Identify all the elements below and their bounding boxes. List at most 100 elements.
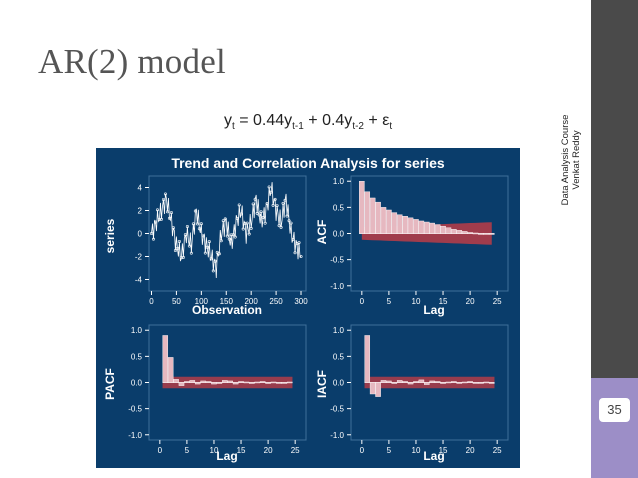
eq-epsilon: + ε: [363, 112, 390, 129]
acf-ytick-label: 0.5: [333, 203, 345, 212]
series-point: [173, 248, 177, 252]
course-credit: Data Analysis Course Venkat Reddy: [560, 100, 582, 220]
eq-t1-sub: t-1: [292, 121, 304, 133]
series-ytick-label: 0: [138, 230, 143, 239]
iacf-bar: [418, 379, 425, 383]
iacf-bar: [402, 381, 408, 383]
trend-correlation-figure: Trend and Correlation Analysis for serie…: [96, 148, 520, 468]
pacf-bar: [205, 381, 212, 383]
series-point: [263, 221, 267, 225]
series-point: [289, 221, 293, 225]
acf-bar: [467, 232, 473, 234]
iacf-panel: IACF Lag 1.0 0.5 0.0 -0.5 -1.0 0 5 10 15 20 25: [315, 324, 509, 463]
series-point: [189, 251, 193, 255]
series-point: [201, 234, 205, 238]
series-point: [149, 232, 153, 236]
acf-bar: [391, 212, 398, 234]
series-point: [269, 190, 273, 194]
iacf-bar: [375, 382, 381, 397]
series-point: [261, 216, 265, 220]
series-point: [193, 209, 197, 213]
series-point: [225, 234, 229, 238]
iacf-xtick-label: 10: [412, 446, 421, 455]
series-point: [157, 218, 161, 222]
iacf-xtick-label: 5: [387, 446, 392, 455]
page-number: 35: [598, 397, 631, 423]
author-name: Venkat Reddy: [571, 130, 582, 190]
series-ytick-label: 2: [138, 207, 143, 216]
iacf-bar: [434, 381, 441, 383]
series-point: [287, 219, 291, 223]
iacf-bar: [424, 382, 430, 385]
series-point: [159, 217, 163, 221]
pacf-bar: [265, 382, 271, 384]
series-point: [231, 233, 235, 237]
iacf-xtick-label: 0: [360, 446, 365, 455]
pacf-bar: [173, 379, 179, 383]
pacf-bar: [189, 380, 196, 383]
iacf-xtick-label: 20: [466, 446, 475, 455]
series-point: [211, 269, 215, 273]
iacf-ytick-label: -0.5: [330, 405, 344, 414]
series-point: [213, 259, 217, 263]
series-point: [255, 211, 259, 215]
iacf-bar: [467, 381, 473, 383]
series-point: [207, 240, 211, 244]
series-ylabel: series: [103, 218, 117, 253]
series-panel: series Observation 4 2 0 -2 -4 0 50 100 150 200 2…: [103, 175, 308, 317]
iacf-ylabel: IACF: [315, 370, 329, 398]
eq-eps-sub: t: [389, 121, 393, 133]
series-point: [235, 216, 239, 220]
pacf-bar: [232, 382, 239, 385]
series-point: [249, 226, 253, 230]
acf-bar: [396, 214, 403, 234]
iacf-bar: [364, 335, 371, 383]
acf-bar: [483, 233, 490, 235]
figure-title: Trend and Correlation Analysis for serie…: [171, 155, 445, 171]
series-point: [197, 227, 201, 231]
series-point: [155, 208, 159, 212]
series-point: [223, 217, 227, 221]
eq-coef2: + 0.4y: [303, 112, 353, 129]
side-strip-accent: [591, 378, 638, 478]
series-ytick-label: -4: [135, 276, 143, 285]
series-point: [241, 227, 245, 231]
series-point: [151, 237, 155, 241]
series-point: [153, 220, 157, 224]
pacf-bar: [259, 381, 266, 383]
series-xtick-label: 200: [244, 297, 258, 306]
series-point: [243, 221, 247, 225]
iacf-bar: [478, 382, 484, 384]
acf-bar: [418, 220, 425, 234]
series-point: [171, 226, 175, 230]
iacf-bar: [396, 380, 403, 383]
pacf-bar: [178, 382, 185, 386]
pacf-ytick-label: -0.5: [128, 405, 142, 414]
iacf-bar: [456, 382, 463, 384]
acf-xtick-label: 5: [387, 297, 392, 306]
series-xtick-label: 50: [172, 297, 181, 306]
series-point: [293, 251, 297, 255]
series-point: [191, 222, 195, 226]
pacf-bar: [162, 335, 169, 383]
series-ytick-label: -2: [135, 253, 143, 262]
eq-t2-sub: t-2: [352, 121, 364, 133]
acf-bar: [407, 217, 414, 234]
acf-bar: [369, 197, 376, 234]
iacf-bar: [440, 382, 446, 384]
pacf-bar: [194, 382, 201, 385]
pacf-bar: [216, 382, 223, 384]
series-point: [267, 185, 271, 189]
acf-xtick-label: 20: [466, 297, 475, 306]
figure-svg: Trend and Correlation Analysis for serie…: [96, 148, 520, 468]
series-xtick-label: 0: [149, 297, 154, 306]
series-xtick-label: 300: [294, 297, 308, 306]
iacf-bar: [380, 380, 387, 383]
pacf-bar: [200, 380, 206, 383]
iacf-ytick-label: 0.5: [333, 352, 345, 361]
acf-bar: [402, 216, 408, 234]
series-point: [233, 235, 237, 239]
series-xtick-label: 100: [195, 297, 209, 306]
pacf-panel: PACF Lag 1.0 0.5 0.0 -0.5 -1.0 0 5 10 15 20 25: [103, 324, 307, 463]
series-point: [245, 221, 249, 225]
